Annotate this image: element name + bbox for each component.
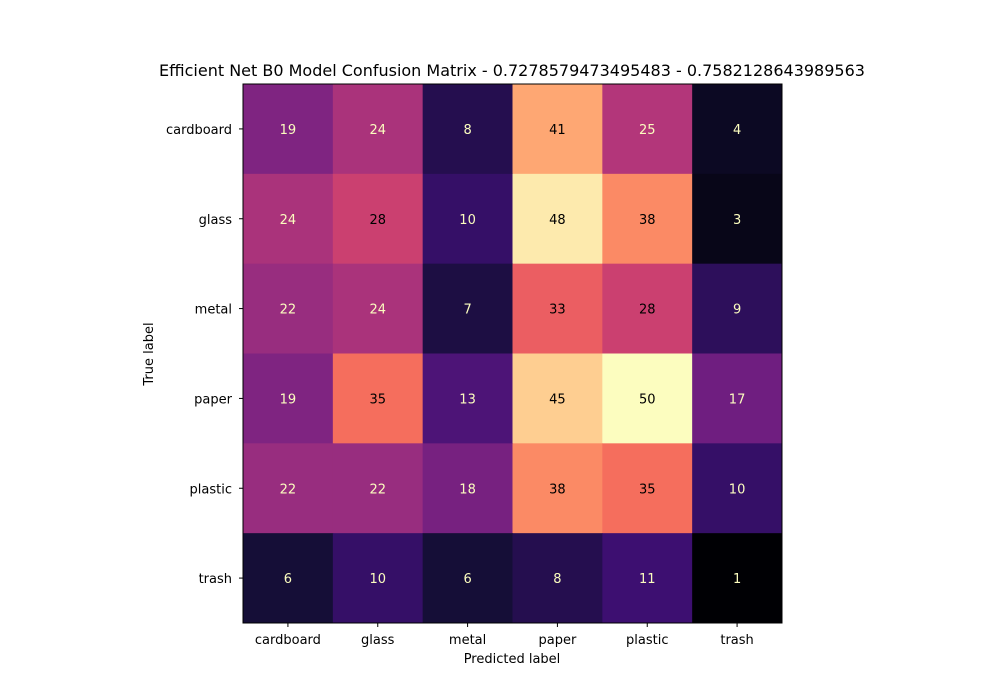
heatmap-cell-paper-trash xyxy=(692,353,783,444)
heatmap-cell-trash-trash xyxy=(692,533,783,624)
cell-value-label: 3 xyxy=(733,213,741,228)
heatmap-cell-labels: 19 24 8 41 25 4 24 28 10 48 38 3 22 24 7 33 28 9 19 35 13 45 5… xyxy=(280,123,746,587)
cell-value-label: 45 xyxy=(549,392,566,407)
cell-value-label: 33 xyxy=(549,303,566,318)
heatmap-cell-trash-cardboard xyxy=(243,533,334,624)
heatmap-cell-plastic-trash xyxy=(692,443,783,534)
cell-value-label: 9 xyxy=(733,303,741,318)
cell-value-label: 41 xyxy=(549,123,566,138)
cell-value-label: 11 xyxy=(639,572,656,587)
x-tick-label: paper xyxy=(539,633,577,648)
y-tick-label: glass xyxy=(199,213,233,228)
heatmap-cell-glass-plastic xyxy=(602,173,693,265)
cell-value-label: 10 xyxy=(369,572,386,587)
y-tick-label: plastic xyxy=(190,482,232,497)
heatmap-cell-cardboard-paper xyxy=(512,84,603,175)
cell-value-label: 6 xyxy=(284,572,292,587)
cell-value-label: 50 xyxy=(639,392,656,407)
heatmap-cell-cardboard-plastic xyxy=(602,84,693,175)
x-tick-label: trash xyxy=(720,633,753,648)
x-tick-label: cardboard xyxy=(255,633,321,648)
cell-value-label: 22 xyxy=(369,482,386,497)
cell-value-label: 19 xyxy=(280,123,297,138)
cell-value-label: 24 xyxy=(369,123,386,138)
heatmap-cell-plastic-plastic xyxy=(602,443,693,534)
x-axis-label: Predicted label xyxy=(464,652,561,667)
heatmap-cell-paper-paper xyxy=(512,353,603,444)
cell-value-label: 25 xyxy=(639,123,656,138)
heatmap-cell-plastic-paper xyxy=(512,443,603,534)
y-tick-label: cardboard xyxy=(166,123,232,138)
cell-value-label: 22 xyxy=(280,303,297,318)
heatmap-cell-cardboard-cardboard xyxy=(243,84,334,175)
y-tick-label: metal xyxy=(195,303,232,318)
heatmap-cell-glass-paper xyxy=(512,173,603,265)
plot-frame xyxy=(242,83,783,624)
heatmap-cell-cardboard-glass xyxy=(332,84,424,175)
cell-value-label: 24 xyxy=(280,213,297,228)
chart-title: Efficient Net B0 Model Confusion Matrix … xyxy=(159,61,865,80)
heatmap-cell-trash-glass xyxy=(332,533,424,624)
cell-value-label: 19 xyxy=(280,392,297,407)
x-tick-label: glass xyxy=(361,633,395,648)
heatmap-cell-glass-cardboard xyxy=(243,173,334,265)
cell-value-label: 8 xyxy=(463,123,471,138)
heatmap-cells xyxy=(243,84,783,624)
cell-value-label: 22 xyxy=(280,482,297,497)
x-tick-label: metal xyxy=(449,633,486,648)
cell-value-label: 28 xyxy=(369,213,386,228)
cell-value-label: 13 xyxy=(459,392,476,407)
heatmap-cell-cardboard-trash xyxy=(692,84,783,175)
heatmap-cell-metal-cardboard xyxy=(243,263,334,354)
cell-value-label: 6 xyxy=(463,572,471,587)
cell-value-label: 10 xyxy=(729,482,746,497)
heatmap-cell-paper-cardboard xyxy=(243,353,334,444)
heatmap-cell-plastic-metal xyxy=(422,443,513,534)
cell-value-label: 38 xyxy=(639,213,656,228)
heatmap-cell-metal-paper xyxy=(512,263,603,354)
heatmap-cell-glass-metal xyxy=(422,173,513,265)
cell-value-label: 18 xyxy=(459,482,476,497)
heatmap-cell-plastic-glass xyxy=(332,443,424,534)
heatmap-cell-metal-metal xyxy=(422,263,513,354)
heatmap-cell-trash-plastic xyxy=(602,533,693,624)
heatmap-cell-cardboard-metal xyxy=(422,84,513,175)
cell-value-label: 7 xyxy=(463,303,471,318)
y-axis-ticks: cardboard glass metal paper plastic trash xyxy=(166,123,243,587)
cell-value-label: 10 xyxy=(459,213,476,228)
heatmap-cell-plastic-cardboard xyxy=(243,443,334,534)
cell-value-label: 35 xyxy=(369,392,386,407)
x-axis-ticks: cardboard glass metal paper plastic trash xyxy=(255,623,754,648)
cell-value-label: 38 xyxy=(549,482,566,497)
cell-value-label: 28 xyxy=(639,303,656,318)
cell-value-label: 35 xyxy=(639,482,656,497)
heatmap-cell-paper-glass xyxy=(332,353,424,444)
heatmap-cell-metal-trash xyxy=(692,263,783,354)
cell-value-label: 8 xyxy=(553,572,561,587)
y-axis-label: True label xyxy=(142,322,157,386)
cell-value-label: 4 xyxy=(733,123,741,138)
cell-value-label: 1 xyxy=(733,572,741,587)
heatmap-cell-metal-glass xyxy=(332,263,424,354)
heatmap-cell-trash-paper xyxy=(512,533,603,624)
x-tick-label: plastic xyxy=(626,633,668,648)
heatmap-cell-trash-metal xyxy=(422,533,513,624)
heatmap-cell-glass-glass xyxy=(332,173,424,265)
cell-value-label: 17 xyxy=(729,392,746,407)
heatmap-cell-paper-plastic xyxy=(602,353,693,444)
heatmap-cell-paper-metal xyxy=(422,353,513,444)
y-tick-label: trash xyxy=(199,572,232,587)
cell-value-label: 24 xyxy=(369,303,386,318)
cell-value-label: 48 xyxy=(549,213,566,228)
heatmap-cell-metal-plastic xyxy=(602,263,693,354)
heatmap-cell-glass-trash xyxy=(692,173,783,265)
y-tick-label: paper xyxy=(194,392,232,407)
